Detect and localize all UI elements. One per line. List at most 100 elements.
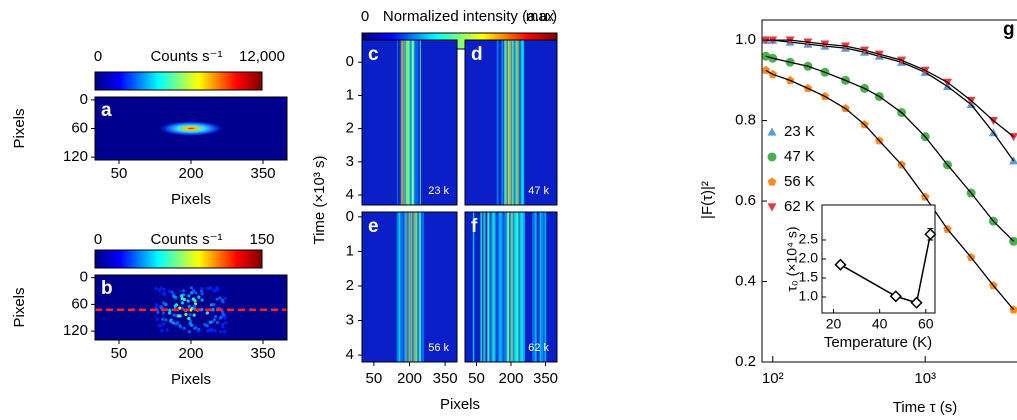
speckle — [197, 295, 201, 299]
kymograph-frame — [464, 39, 558, 206]
speckle — [164, 318, 168, 322]
speckle — [194, 291, 198, 295]
y-tick-label: 3 — [346, 153, 354, 170]
y-tick-label: 60 — [71, 295, 88, 312]
speckle — [211, 307, 215, 312]
speckle — [187, 330, 191, 334]
streak — [514, 40, 516, 205]
streak — [516, 212, 519, 362]
y-tick-label: 120 — [63, 322, 88, 339]
streak — [408, 40, 411, 205]
streak — [520, 40, 524, 205]
speckle — [188, 321, 192, 326]
speckle — [209, 303, 214, 307]
streak — [534, 212, 537, 362]
x-tick-label: 20 — [826, 316, 842, 332]
streak — [501, 40, 504, 205]
speckle — [208, 320, 212, 324]
legend-marker — [767, 177, 777, 186]
speckle — [162, 322, 166, 326]
speckle — [181, 289, 186, 293]
speckle — [212, 302, 216, 307]
temperature-label: 23 k — [428, 185, 449, 197]
legend-label: 56 K — [784, 173, 815, 190]
streak — [487, 212, 490, 362]
legend-marker — [767, 127, 777, 136]
streak — [541, 212, 544, 362]
streak — [533, 212, 535, 362]
kymograph-frame — [361, 39, 458, 206]
marker — [910, 296, 923, 309]
temperature-label: 62 k — [528, 342, 549, 354]
y-tick-label: 0 — [346, 208, 354, 225]
legend-label: 47 K — [784, 148, 815, 165]
panel-letter: f — [471, 216, 478, 237]
streak — [409, 212, 411, 362]
speckle — [168, 289, 172, 293]
streak — [506, 212, 509, 362]
streak — [411, 212, 414, 362]
streak — [409, 40, 413, 205]
speckle — [222, 313, 226, 317]
y-tick-label: 0.4 — [735, 272, 756, 289]
y-axis-label: Time (×10³ s) — [311, 155, 328, 244]
colorbar-tick-label: 150 — [249, 231, 274, 248]
inset-frame — [821, 204, 936, 314]
speckle — [213, 289, 217, 293]
y-tick-label: 1.5 — [799, 269, 819, 285]
speckle — [203, 322, 207, 327]
speckle — [197, 327, 201, 331]
speckle — [193, 299, 197, 303]
panel-letter: g — [1003, 19, 1015, 40]
y-tick-label: 1 — [346, 242, 354, 259]
streak — [510, 212, 513, 362]
legend-label: 23 K — [784, 123, 815, 140]
y-axis-label: |F(τ)|² — [699, 181, 716, 219]
streak — [505, 212, 507, 362]
streak — [482, 212, 485, 362]
y-tick-label: 120 — [63, 148, 88, 165]
speckle — [189, 286, 194, 290]
panel-letter: a — [101, 100, 112, 121]
streak — [503, 212, 506, 362]
x-tick-label: 60 — [918, 316, 934, 332]
streak — [415, 212, 417, 362]
y-axis-label: Pixels — [11, 108, 28, 148]
colorbar-tick-label: 0 — [94, 231, 102, 248]
x-tick-label: 10² — [762, 370, 784, 387]
y-tick-label: 2.5 — [799, 231, 819, 247]
speckle — [165, 328, 169, 332]
speckle — [215, 321, 220, 325]
streak — [502, 212, 504, 362]
speckle — [170, 290, 174, 294]
panel-letter: b — [101, 278, 113, 299]
colorbar-max: max — [526, 8, 555, 25]
streak — [417, 212, 420, 362]
streak — [418, 212, 422, 362]
streak — [400, 212, 404, 362]
emission-spot — [157, 120, 225, 137]
y-tick-label: 1.0 — [735, 31, 756, 48]
streak — [507, 40, 510, 205]
streak — [512, 40, 514, 205]
streak — [413, 212, 415, 362]
streak — [511, 40, 513, 205]
colorbar — [94, 71, 263, 91]
streak — [409, 40, 411, 205]
inset-line — [840, 234, 932, 304]
speckle — [179, 294, 184, 298]
streak — [542, 212, 544, 362]
speckle — [159, 324, 163, 328]
streak — [512, 212, 514, 362]
speckle — [178, 314, 182, 318]
streak — [403, 212, 405, 362]
y-tick-label: 0.6 — [735, 192, 756, 209]
speckle — [169, 318, 173, 323]
speckle — [184, 312, 188, 317]
speckle — [187, 316, 191, 321]
streak — [515, 40, 518, 205]
colorbar-tick-label: 12,000 — [239, 48, 285, 65]
speckle — [192, 313, 196, 317]
y-tick-label: 0 — [346, 53, 354, 70]
